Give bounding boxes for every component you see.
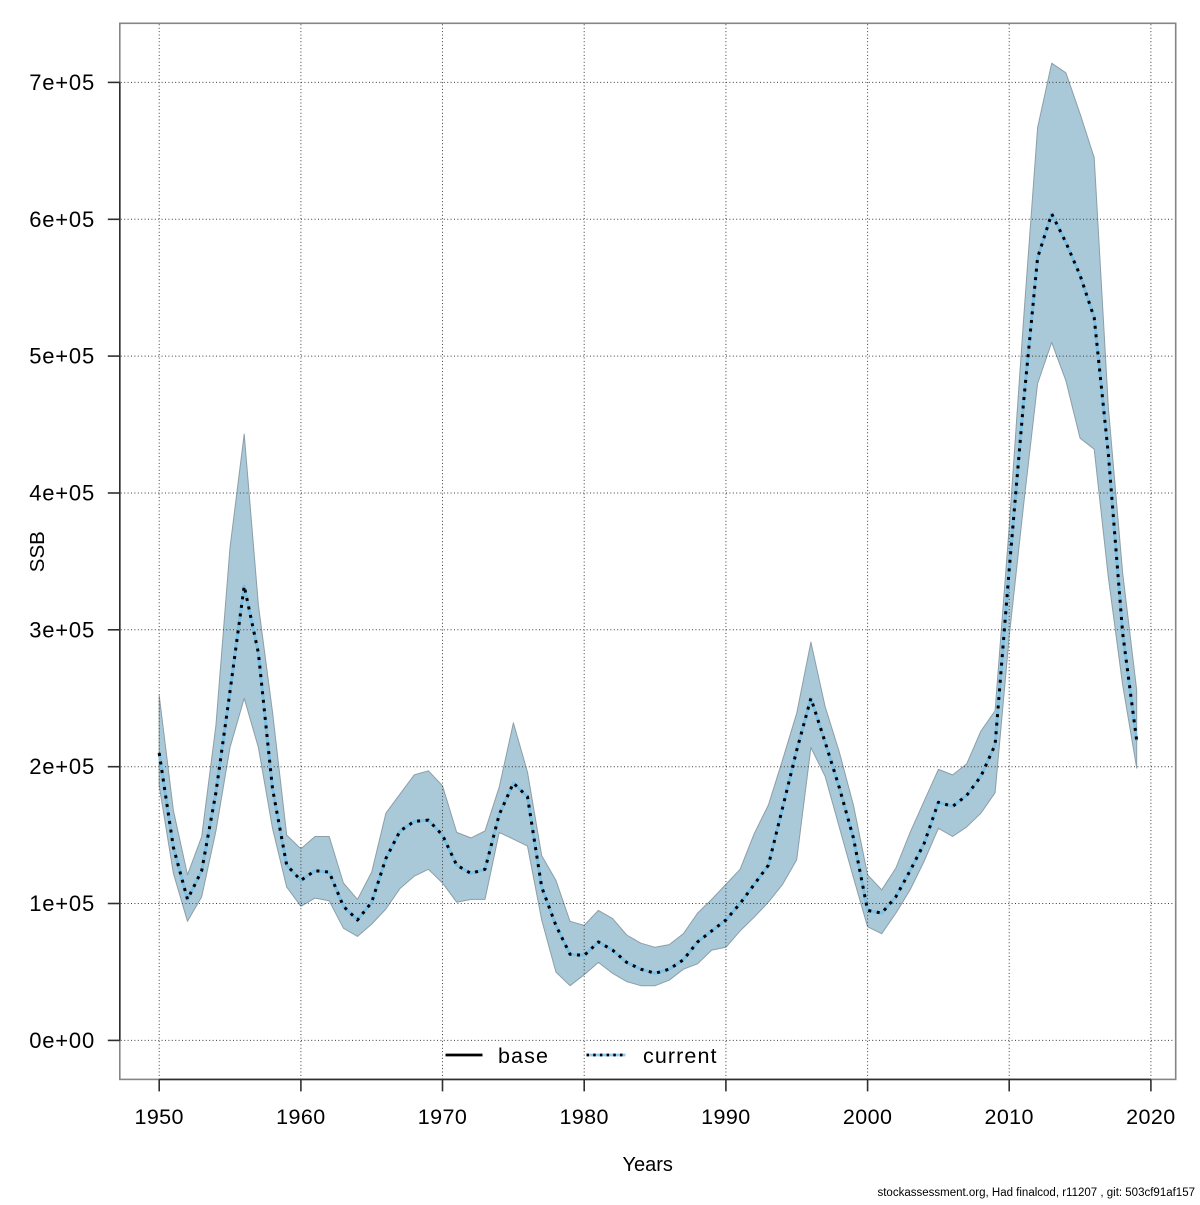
svg-text:6e+05: 6e+05 — [29, 207, 95, 232]
svg-text:2000: 2000 — [843, 1105, 892, 1129]
svg-text:base: base — [498, 1044, 549, 1068]
svg-text:SSB: SSB — [26, 531, 49, 572]
svg-text:1990: 1990 — [701, 1105, 750, 1129]
svg-text:Years: Years — [622, 1154, 672, 1176]
svg-text:1980: 1980 — [559, 1105, 608, 1129]
svg-text:1950: 1950 — [134, 1105, 183, 1129]
svg-text:0e+00: 0e+00 — [29, 1028, 95, 1053]
svg-text:3e+05: 3e+05 — [29, 617, 95, 642]
svg-text:1970: 1970 — [418, 1105, 467, 1129]
svg-text:7e+05: 7e+05 — [29, 70, 95, 95]
svg-text:5e+05: 5e+05 — [29, 344, 95, 369]
svg-text:2020: 2020 — [1126, 1105, 1175, 1129]
svg-text:stockassessment.org, Had fina: stockassessment.org, Had finalcod, r1120… — [877, 1187, 1195, 1199]
svg-text:1960: 1960 — [276, 1105, 325, 1129]
svg-text:2e+05: 2e+05 — [29, 754, 95, 779]
svg-text:2010: 2010 — [984, 1105, 1033, 1129]
svg-text:1e+05: 1e+05 — [29, 891, 95, 916]
svg-text:current: current — [643, 1044, 718, 1068]
svg-text:4e+05: 4e+05 — [29, 481, 95, 506]
